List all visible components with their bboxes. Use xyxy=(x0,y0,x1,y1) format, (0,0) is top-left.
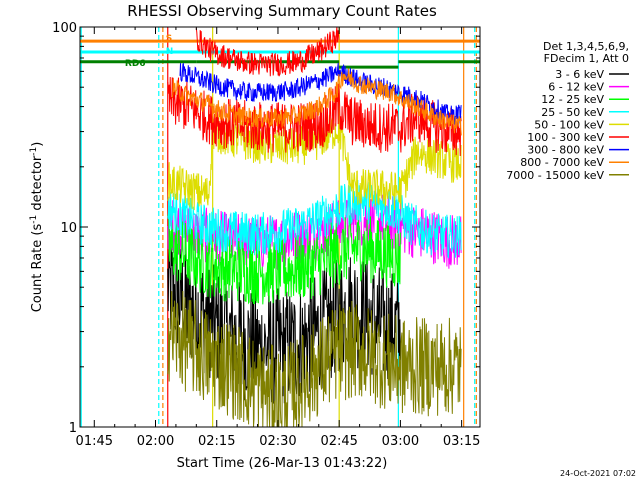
chart-title: RHESSI Observing Summary Count Rates xyxy=(127,2,437,20)
legend-entry-1: 6 - 12 keV xyxy=(548,81,604,94)
series-line-7 xyxy=(171,68,462,136)
attenuator-label-n: N xyxy=(166,47,174,57)
series-line-3 xyxy=(167,179,462,259)
series-line-9 xyxy=(195,27,340,77)
x-tick-label: 02:30 xyxy=(259,434,296,449)
series-line-8 xyxy=(167,290,462,427)
legend-entry-0: 3 - 6 keV xyxy=(555,68,604,81)
legend-header-line-2: FDecim 1, Att 0 xyxy=(544,52,629,65)
plot-area: SN RD6 xyxy=(80,27,480,427)
x-tick-label: 02:00 xyxy=(137,434,174,449)
y-axis-label: Count Rate (s-1 detector-1) xyxy=(29,142,45,313)
legend-entry-3: 25 - 50 keV xyxy=(541,106,604,119)
y-tick-label: 1 xyxy=(69,421,77,436)
legend-header-line-1: Det 1,3,4,5,6,9, xyxy=(543,40,629,53)
legend-entry-2: 12 - 25 keV xyxy=(541,93,604,106)
legend-entry-6: 300 - 800 keV xyxy=(527,144,604,157)
generated-timestamp: 24-Oct-2021 07:02 xyxy=(560,469,636,478)
x-tick-label: 03:15 xyxy=(443,434,480,449)
legend-entry-4: 50 - 100 keV xyxy=(534,118,604,131)
y-tick-label: 100 xyxy=(52,21,77,36)
series-line-5 xyxy=(167,76,462,157)
attenuator-label-rd6: RD6 xyxy=(125,59,146,69)
legend-entry-5: 100 - 300 keV xyxy=(527,131,604,144)
x-tick-label: 02:45 xyxy=(320,434,357,449)
y-tick-label: 10 xyxy=(60,221,77,236)
legend-entry-8: 7000 - 15000 keV xyxy=(506,169,604,182)
legend: Det 1,3,4,5,6,9, FDecim 1, Att 0 3 - 6 k… xyxy=(506,40,629,182)
x-tick-label: 01:45 xyxy=(76,434,113,449)
axes-frame: 01:45 02:00 02:15 02:30 02:45 03:00 03:15 1 10 10… xyxy=(52,21,481,449)
x-tick-label: 03:00 xyxy=(382,434,419,449)
attenuator-label-s: S xyxy=(166,34,172,44)
series-line-2 xyxy=(167,214,401,305)
legend-entry-7: 800 - 7000 keV xyxy=(520,156,604,169)
x-tick-label: 02:15 xyxy=(198,434,235,449)
x-axis-label: Start Time (26-Mar-13 01:43:22) xyxy=(177,456,388,471)
